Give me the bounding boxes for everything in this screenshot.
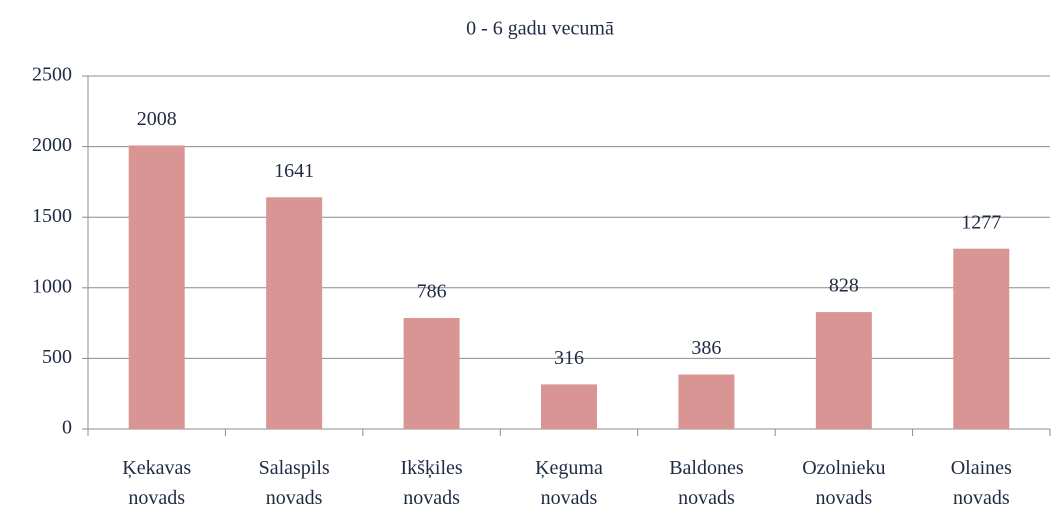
x-tick-label: Baldones novads [669,457,744,509]
chart-title: 0 - 6 gadu vecumā [466,18,614,40]
x-tick-label: Salaspils novads [258,457,330,509]
bar [541,384,597,429]
y-tick-label: 1500 [32,205,72,227]
value-label: 1641 [274,160,314,182]
x-tick-label: Ķeguma novads [535,457,603,509]
x-tick-label: Ikšķiles novads [400,457,463,509]
bar [815,312,872,429]
y-tick-label: 2000 [32,134,72,156]
y-tick-label: 1000 [32,275,72,297]
value-label: 316 [554,347,584,369]
y-tick-label: 500 [42,346,72,368]
value-label: 386 [691,337,721,359]
bar [403,318,460,429]
x-tick-label: Ķekavas novads [122,457,192,509]
y-tick-label: 2500 [32,64,72,86]
x-tick-label: Ozolnieku novads [802,457,886,509]
value-label: 1277 [961,211,1001,233]
value-label: 2008 [137,108,177,130]
bar [266,197,323,429]
value-label: 786 [417,281,447,303]
y-tick-label: 0 [62,417,72,439]
x-tick-label: Olaines novads [950,457,1012,509]
value-label: 828 [829,275,859,297]
bar [678,374,735,429]
bar [128,145,185,429]
bar [953,248,1010,429]
